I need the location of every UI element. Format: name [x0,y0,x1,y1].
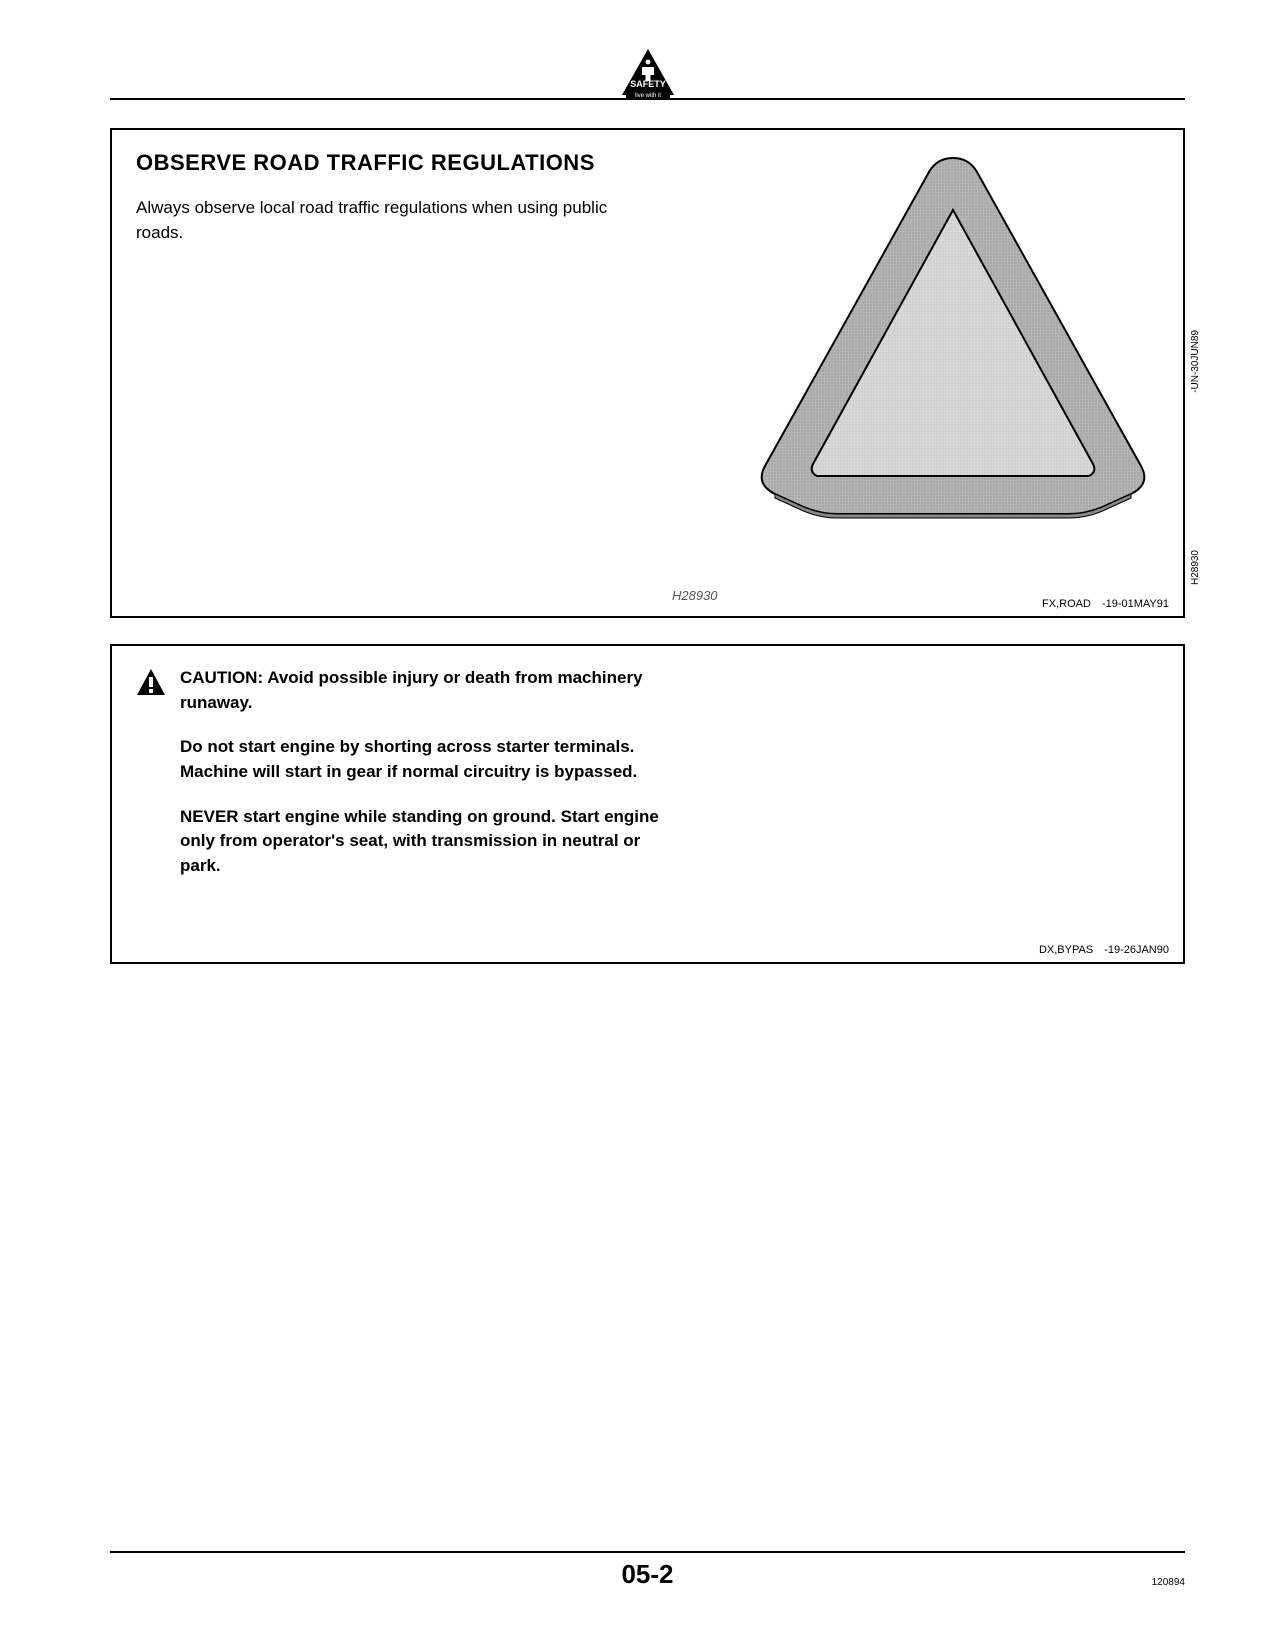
side-label-bottom: H28930 [1190,550,1201,585]
section-road-traffic: OBSERVE ROAD TRAFFIC REGULATIONS Always … [110,128,1185,618]
caution-p1: CAUTION: Avoid possible injury or death … [180,666,660,715]
section1-footer-ref: FX,ROAD -19-01MAY91 [1042,598,1169,610]
section2-footer-ref: DX,BYPAS -19-26JAN90 [1039,944,1169,956]
section1-title: OBSERVE ROAD TRAFFIC REGULATIONS [136,150,656,176]
header-rule: SAFETY live with it [110,40,1185,100]
caution-text: CAUTION: Avoid possible injury or death … [180,666,660,898]
figure-label: H28930 [672,588,718,603]
footer-small-number: 120894 [1152,1577,1185,1588]
svg-text:live with it: live with it [634,93,660,99]
section-caution: CAUTION: Avoid possible injury or death … [110,644,1185,964]
page-footer: 05-2 120894 [110,1551,1185,1590]
smv-triangle-figure [753,148,1153,533]
safety-logo-icon: SAFETY live with it [620,47,676,104]
caution-p3: NEVER start engine while standing on gro… [180,805,660,879]
alert-icon [136,668,166,898]
svg-text:SAFETY: SAFETY [630,79,666,89]
caution-p2: Do not start engine by shorting across s… [180,735,660,784]
side-label-top: -UN-30JUN89 [1190,330,1201,393]
section1-body: Always observe local road traffic regula… [136,196,656,245]
page-number: 05-2 [621,1559,673,1589]
